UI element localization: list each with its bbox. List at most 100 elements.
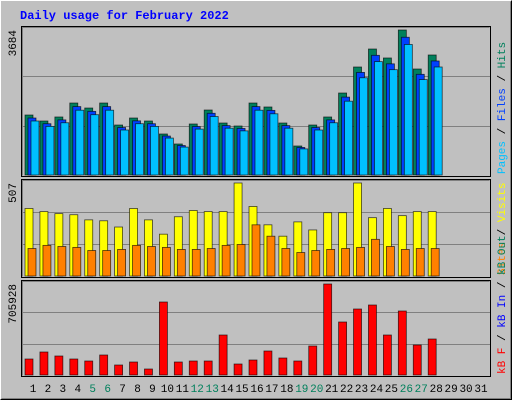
bar xyxy=(135,123,144,176)
bar xyxy=(164,137,174,176)
bar xyxy=(45,125,55,176)
bar xyxy=(403,44,413,176)
x-tick-label: 3 xyxy=(60,384,67,396)
legend-item: Sites xyxy=(497,242,509,275)
x-tick-label: 19 xyxy=(295,384,308,396)
x-tick-label: 15 xyxy=(235,384,248,396)
bar xyxy=(353,308,362,376)
bar xyxy=(191,249,201,277)
legend-separator: / xyxy=(497,328,509,348)
x-tick-label: 31 xyxy=(474,384,488,396)
bar xyxy=(269,113,279,176)
bar xyxy=(263,350,273,376)
x-tick-label: 11 xyxy=(176,384,190,396)
x-tick-label: 17 xyxy=(265,384,278,396)
x-tick-label: 6 xyxy=(104,384,111,396)
x-tick-label: 18 xyxy=(280,384,293,396)
bar xyxy=(54,355,64,376)
bar xyxy=(341,248,351,277)
bar xyxy=(117,249,126,277)
bar xyxy=(102,250,112,277)
bar xyxy=(132,244,141,277)
legend-item: kB F xyxy=(497,348,509,374)
x-tick-label: 23 xyxy=(355,384,368,396)
bar xyxy=(254,109,264,176)
bar xyxy=(359,77,368,176)
y-tick-label: 507 xyxy=(8,183,20,203)
bar xyxy=(114,364,123,376)
legend-separator: / xyxy=(497,68,509,88)
bar xyxy=(203,360,213,376)
bar xyxy=(427,338,437,376)
bar xyxy=(120,129,129,176)
x-tick-label: 22 xyxy=(340,384,353,396)
legend: Sites / Visits xyxy=(497,183,509,275)
x-tick-label: 20 xyxy=(310,384,323,396)
bar xyxy=(158,301,168,376)
bar xyxy=(105,109,115,176)
x-tick-label: 29 xyxy=(445,384,458,396)
bar xyxy=(338,321,348,376)
bar xyxy=(248,359,258,376)
bar xyxy=(284,127,294,176)
bar xyxy=(311,250,321,277)
x-tick-label: 24 xyxy=(370,384,384,396)
chart-title: Daily usage for February 2022 xyxy=(20,9,229,23)
x-tick-label: 13 xyxy=(206,384,219,396)
bar xyxy=(314,129,324,176)
bar xyxy=(209,116,219,176)
bar xyxy=(374,61,383,176)
bar xyxy=(385,246,395,277)
bar xyxy=(251,224,261,277)
bar xyxy=(129,361,138,376)
bar xyxy=(388,69,398,176)
bar xyxy=(308,345,318,376)
bar xyxy=(39,351,49,376)
bar xyxy=(296,252,306,277)
bar xyxy=(194,128,204,176)
bar xyxy=(430,248,440,277)
y-tick-label: 3684 xyxy=(8,30,20,57)
x-tick-label: 1 xyxy=(30,384,37,396)
bar xyxy=(233,363,243,376)
bar xyxy=(221,244,231,277)
bar xyxy=(99,354,109,376)
bar xyxy=(299,148,309,176)
x-tick-label: 14 xyxy=(221,384,235,396)
bar xyxy=(27,248,37,277)
legend-item: kB In xyxy=(497,295,509,328)
x-tick-label: 27 xyxy=(415,384,428,396)
bar xyxy=(418,79,428,176)
bar xyxy=(57,246,67,277)
x-tick-label: 26 xyxy=(400,384,413,396)
legend-item: kB Out xyxy=(497,235,509,275)
legend-separator: / xyxy=(497,222,509,242)
y-tick-label: 705928 xyxy=(8,284,20,324)
bar xyxy=(60,122,70,176)
legend-item: Pages xyxy=(497,141,509,174)
legend-item: Hits xyxy=(497,42,509,68)
x-tick-label: 30 xyxy=(459,384,472,396)
bar xyxy=(206,248,216,277)
bar xyxy=(75,109,85,176)
bar xyxy=(147,246,156,277)
x-tick-label: 2 xyxy=(45,384,52,396)
bar xyxy=(144,368,153,376)
bar xyxy=(344,100,354,176)
x-tick-label: 21 xyxy=(325,384,339,396)
bar xyxy=(356,246,365,277)
bar xyxy=(371,238,380,277)
bar xyxy=(72,246,82,277)
bar xyxy=(329,122,339,176)
bar xyxy=(24,358,34,376)
x-tick-label: 7 xyxy=(119,384,126,396)
bar xyxy=(150,125,159,176)
x-tick-label: 4 xyxy=(74,384,81,396)
bar xyxy=(293,360,303,376)
bar xyxy=(278,357,288,376)
bar xyxy=(90,114,100,176)
bar xyxy=(236,244,246,277)
bar xyxy=(368,304,377,376)
x-tick-label: 25 xyxy=(385,384,398,396)
bar xyxy=(397,310,407,376)
